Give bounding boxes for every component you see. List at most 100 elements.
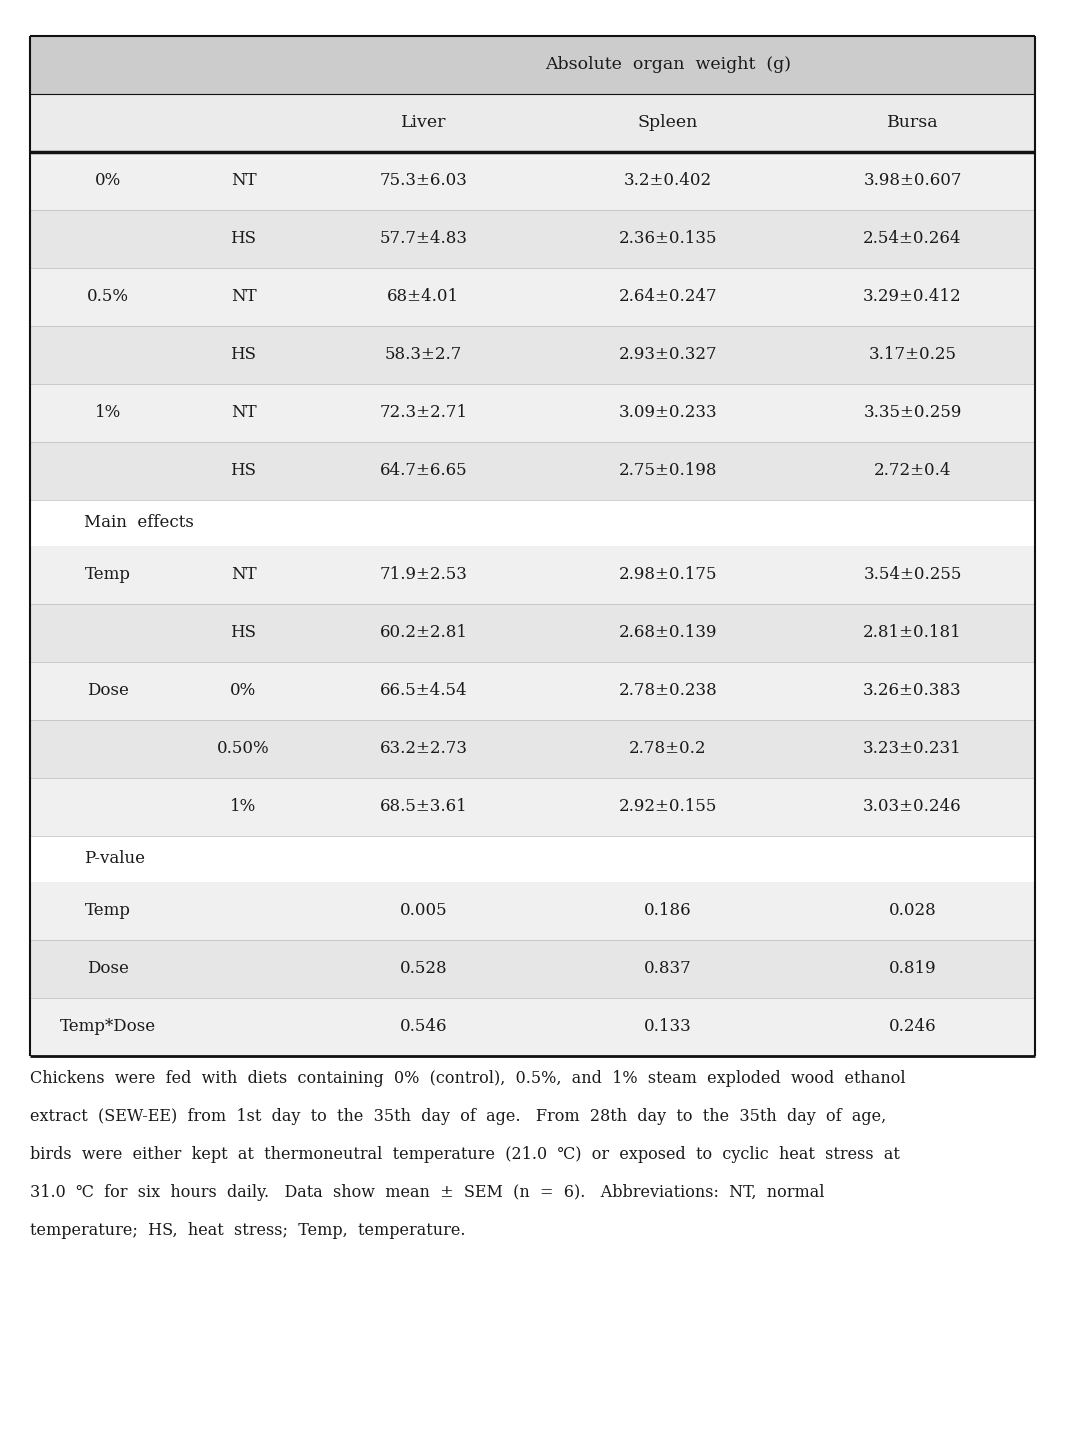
Bar bbox=[30, 326, 185, 384]
Text: 2.75±0.198: 2.75±0.198 bbox=[619, 463, 717, 480]
Text: 68±4.01: 68±4.01 bbox=[388, 289, 459, 306]
Bar bbox=[790, 777, 1035, 836]
Bar bbox=[30, 997, 185, 1056]
Text: 66.5±4.54: 66.5±4.54 bbox=[379, 683, 468, 700]
Text: 1%: 1% bbox=[230, 799, 257, 815]
Bar bbox=[790, 882, 1035, 940]
Bar bbox=[790, 384, 1035, 443]
Bar bbox=[545, 940, 790, 997]
Bar bbox=[301, 546, 545, 604]
Bar bbox=[790, 662, 1035, 720]
Bar bbox=[790, 720, 1035, 777]
Text: 0.133: 0.133 bbox=[644, 1019, 691, 1036]
Text: 2.36±0.135: 2.36±0.135 bbox=[619, 230, 717, 247]
Text: 0.186: 0.186 bbox=[644, 902, 691, 920]
Bar bbox=[30, 940, 185, 997]
Text: 2.78±0.238: 2.78±0.238 bbox=[619, 683, 717, 700]
Text: Chickens  were  fed  with  diets  containing  0%  (control),  0.5%,  and  1%  st: Chickens were fed with diets containing … bbox=[30, 1071, 905, 1088]
Bar bbox=[30, 267, 185, 326]
Bar bbox=[185, 940, 301, 997]
Bar bbox=[790, 326, 1035, 384]
Bar bbox=[545, 604, 790, 662]
Bar bbox=[185, 777, 301, 836]
Bar bbox=[545, 267, 790, 326]
Text: 64.7±6.65: 64.7±6.65 bbox=[379, 463, 468, 480]
Text: 0%: 0% bbox=[230, 683, 257, 700]
Bar bbox=[30, 777, 185, 836]
Bar bbox=[30, 662, 185, 720]
Text: 2.68±0.139: 2.68±0.139 bbox=[619, 625, 717, 641]
Text: HS: HS bbox=[230, 346, 257, 364]
Bar bbox=[545, 326, 790, 384]
Bar bbox=[790, 443, 1035, 500]
Bar bbox=[30, 604, 185, 662]
Bar bbox=[30, 720, 185, 777]
Text: 58.3±2.7: 58.3±2.7 bbox=[384, 346, 462, 364]
Text: 75.3±6.03: 75.3±6.03 bbox=[379, 172, 468, 190]
Bar bbox=[30, 546, 185, 604]
Text: 0.819: 0.819 bbox=[888, 960, 936, 977]
Text: 0.246: 0.246 bbox=[888, 1019, 936, 1036]
Text: HS: HS bbox=[230, 625, 257, 641]
Bar bbox=[30, 443, 185, 500]
Text: Temp*Dose: Temp*Dose bbox=[60, 1019, 155, 1036]
Text: 2.81±0.181: 2.81±0.181 bbox=[863, 625, 962, 641]
Text: NT: NT bbox=[231, 404, 257, 421]
Text: 3.35±0.259: 3.35±0.259 bbox=[864, 404, 962, 421]
Bar bbox=[301, 604, 545, 662]
Bar bbox=[30, 152, 185, 210]
Text: P-value: P-value bbox=[84, 851, 145, 868]
Bar bbox=[790, 210, 1035, 267]
Bar bbox=[185, 604, 301, 662]
Text: Liver: Liver bbox=[400, 115, 446, 131]
Text: 63.2±2.73: 63.2±2.73 bbox=[379, 740, 468, 757]
Bar bbox=[30, 500, 1035, 546]
Bar bbox=[545, 882, 790, 940]
Bar bbox=[185, 210, 301, 267]
Text: Main  effects: Main effects bbox=[84, 514, 194, 532]
Bar bbox=[30, 882, 185, 940]
Bar bbox=[790, 546, 1035, 604]
Text: 2.93±0.327: 2.93±0.327 bbox=[619, 346, 717, 364]
Text: Spleen: Spleen bbox=[638, 115, 698, 131]
Text: 0.546: 0.546 bbox=[399, 1019, 447, 1036]
Text: 2.64±0.247: 2.64±0.247 bbox=[619, 289, 717, 306]
Bar bbox=[790, 267, 1035, 326]
Text: 0%: 0% bbox=[95, 172, 120, 190]
Bar bbox=[301, 662, 545, 720]
Text: 0.528: 0.528 bbox=[399, 960, 447, 977]
Text: 3.23±0.231: 3.23±0.231 bbox=[863, 740, 962, 757]
Text: 3.2±0.402: 3.2±0.402 bbox=[624, 172, 711, 190]
Bar bbox=[301, 882, 545, 940]
Text: HS: HS bbox=[230, 230, 257, 247]
Text: 0.50%: 0.50% bbox=[217, 740, 269, 757]
Text: Temp: Temp bbox=[85, 566, 131, 583]
Text: 71.9±2.53: 71.9±2.53 bbox=[379, 566, 468, 583]
Text: NT: NT bbox=[231, 289, 257, 306]
Bar bbox=[301, 940, 545, 997]
Bar bbox=[545, 443, 790, 500]
Bar bbox=[185, 882, 301, 940]
Bar bbox=[185, 546, 301, 604]
Bar bbox=[545, 210, 790, 267]
Text: 31.0  ℃  for  six  hours  daily.   Data  show  mean  ±  SEM  (n  =  6).   Abbrev: 31.0 ℃ for six hours daily. Data show me… bbox=[30, 1184, 824, 1201]
Bar bbox=[790, 93, 1035, 152]
Bar bbox=[790, 152, 1035, 210]
Bar bbox=[185, 720, 301, 777]
Bar bbox=[30, 384, 185, 443]
Bar bbox=[301, 210, 545, 267]
Bar bbox=[790, 940, 1035, 997]
Bar bbox=[301, 720, 545, 777]
Bar bbox=[790, 604, 1035, 662]
Text: 60.2±2.81: 60.2±2.81 bbox=[379, 625, 468, 641]
Text: Dose: Dose bbox=[87, 683, 129, 700]
Text: 2.54±0.264: 2.54±0.264 bbox=[864, 230, 962, 247]
Bar bbox=[301, 777, 545, 836]
Text: 2.78±0.2: 2.78±0.2 bbox=[629, 740, 706, 757]
Bar bbox=[185, 267, 301, 326]
Bar bbox=[790, 997, 1035, 1056]
Text: 0.028: 0.028 bbox=[888, 902, 936, 920]
Bar bbox=[545, 93, 790, 152]
Bar bbox=[545, 384, 790, 443]
Text: 2.98±0.175: 2.98±0.175 bbox=[619, 566, 717, 583]
